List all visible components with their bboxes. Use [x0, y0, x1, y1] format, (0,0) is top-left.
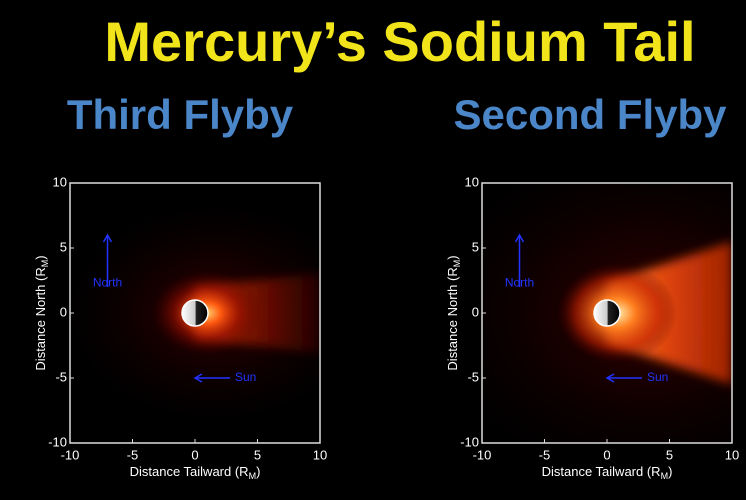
panel-title: Second Flyby	[453, 91, 727, 138]
y-tick-label: 10	[53, 174, 67, 189]
north-arrowhead	[514, 233, 525, 243]
annotation: North	[505, 275, 534, 289]
panel-title: Third Flyby	[67, 91, 294, 138]
x-tick-label: -10	[473, 447, 492, 462]
plot-area: -10 -5 0 5 10 -10 -5 0 5 10 North Sun	[48, 174, 327, 462]
axis-label: Distance North (RM)	[445, 255, 462, 370]
axis-label: Distance North (RM)	[33, 255, 50, 370]
emission-image	[70, 203, 320, 423]
north-arrowhead	[102, 233, 113, 243]
x-tick-label: 10	[313, 447, 327, 462]
y-tick-label: -5	[467, 369, 479, 384]
x-tick-label: -5	[539, 447, 551, 462]
plot-area: -10 -5 0 5 10 -10 -5 0 5 10 North Sun	[460, 174, 739, 462]
axis-label-end: )	[668, 464, 672, 479]
axis-label-sub: M	[40, 260, 50, 268]
sun-arrowhead	[193, 373, 203, 383]
x-tick-label: 0	[191, 447, 198, 462]
y-tick-label: 5	[472, 239, 479, 254]
y-tick-label: 5	[60, 239, 67, 254]
axis-label-end: )	[445, 255, 460, 259]
sun-arrowhead	[605, 373, 615, 383]
y-tick-label: 10	[465, 174, 479, 189]
x-tick-label: 5	[666, 447, 673, 462]
axis-label-text: Distance North (R	[445, 267, 460, 370]
axis-label-end: )	[33, 255, 48, 259]
y-tick-label: 0	[472, 304, 479, 319]
annotation: Sun	[647, 370, 668, 384]
y-tick-label: -10	[48, 434, 67, 449]
axis-label-end: )	[256, 464, 260, 479]
axis-label: Distance Tailward (RM)	[130, 464, 261, 481]
planet	[181, 299, 209, 327]
planet	[593, 299, 621, 327]
x-tick-label: 10	[725, 447, 739, 462]
x-tick-label: 5	[254, 447, 261, 462]
x-tick-label: -10	[61, 447, 80, 462]
axis-label: Distance Tailward (RM)	[542, 464, 673, 481]
y-tick-label: -10	[460, 434, 479, 449]
emission-image	[482, 183, 732, 443]
x-tick-label: -5	[127, 447, 139, 462]
annotation: North	[93, 275, 122, 289]
axis-label-sub: M	[452, 260, 462, 268]
annotation: Sun	[235, 370, 256, 384]
page-title: Mercury’s Sodium Tail	[104, 10, 695, 73]
axis-label-sub: M	[249, 471, 257, 481]
axis-label-text: Distance Tailward (R	[542, 464, 661, 479]
axis-label-text: Distance Tailward (R	[130, 464, 249, 479]
axis-label-sub: M	[661, 471, 669, 481]
y-tick-label: -5	[55, 369, 67, 384]
x-tick-label: 0	[603, 447, 610, 462]
y-tick-label: 0	[60, 304, 67, 319]
axis-label-text: Distance North (R	[33, 267, 48, 370]
